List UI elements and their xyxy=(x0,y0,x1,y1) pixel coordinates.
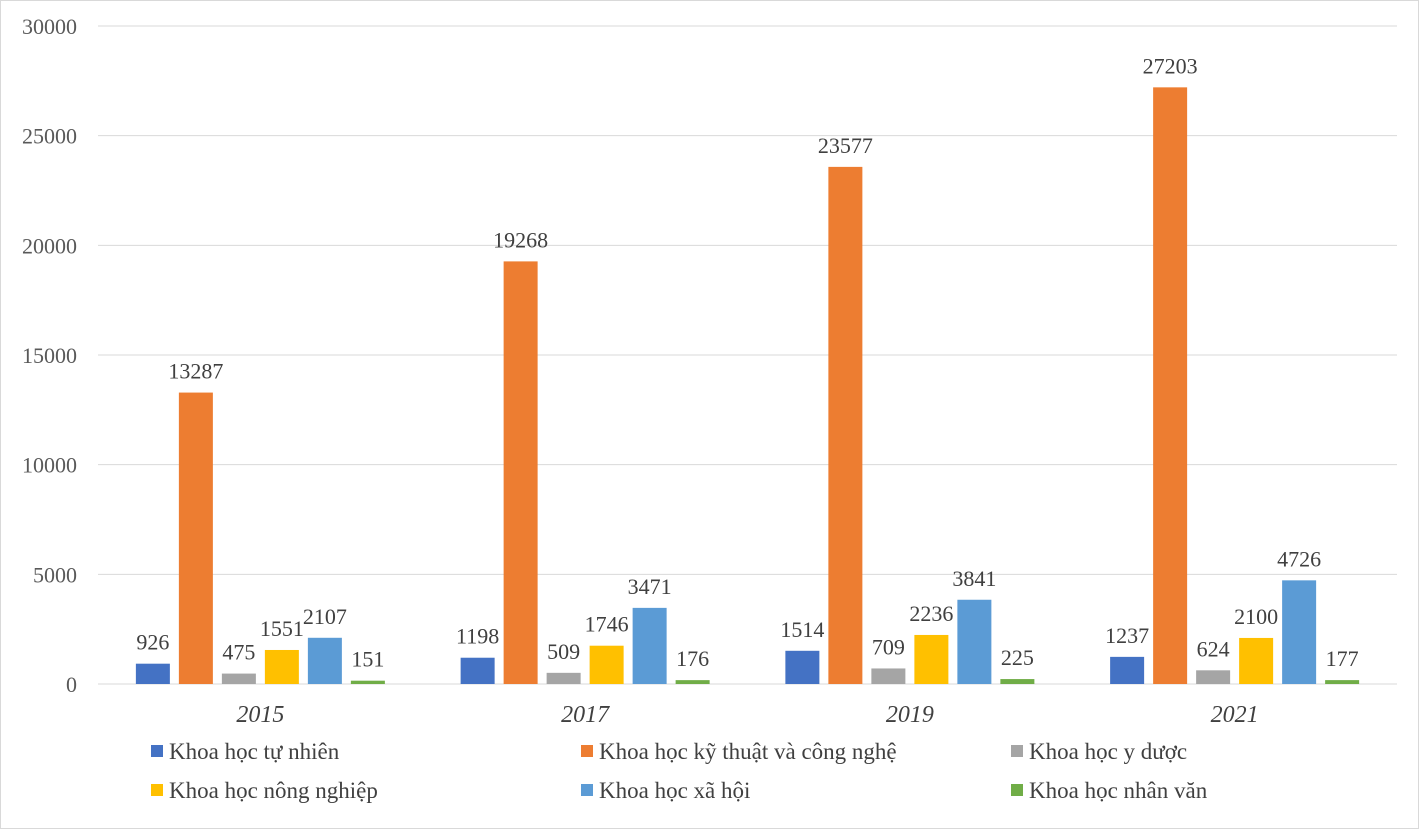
data-label: 1746 xyxy=(585,612,629,637)
x-category-label: 2019 xyxy=(886,702,934,728)
bar xyxy=(785,650,820,684)
data-label: 3841 xyxy=(952,566,996,591)
data-label: 2236 xyxy=(909,601,953,626)
data-label: 709 xyxy=(872,634,905,659)
bar xyxy=(503,261,538,684)
bar xyxy=(957,599,992,684)
x-category-label: 2021 xyxy=(1211,702,1259,728)
legend-item: Khoa học nhân văn xyxy=(1011,778,1208,803)
data-label: 4726 xyxy=(1277,546,1321,571)
legend-swatch xyxy=(1011,784,1023,796)
legend-swatch xyxy=(1011,745,1023,757)
legend-item: Khoa học nông nghiệp xyxy=(151,778,378,803)
data-label: 2107 xyxy=(303,604,347,629)
data-label: 1551 xyxy=(260,616,304,641)
data-label: 1198 xyxy=(456,624,499,649)
legend-item: Khoa học xã hội xyxy=(581,778,750,803)
data-label: 509 xyxy=(547,639,580,664)
data-label: 1514 xyxy=(780,617,824,642)
bar xyxy=(914,634,949,684)
legend-label: Khoa học xã hội xyxy=(599,778,750,803)
legend-label: Khoa học tự nhiên xyxy=(169,739,340,764)
gridlines xyxy=(98,25,1397,685)
data-label: 926 xyxy=(136,630,169,655)
bar xyxy=(1000,679,1035,684)
legend: Khoa học tự nhiên Khoa học kỹ thuật và cô… xyxy=(151,739,1208,803)
y-tick-label: 30000 xyxy=(22,14,77,39)
legend-swatch xyxy=(581,784,593,796)
y-tick-label: 5000 xyxy=(33,562,77,587)
legend-label: Khoa học kỹ thuật và công nghệ xyxy=(599,739,897,764)
y-tick-label: 10000 xyxy=(22,453,77,478)
x-category-label: 2017 xyxy=(561,702,610,728)
bar xyxy=(1325,680,1360,684)
bar xyxy=(632,607,667,684)
data-label: 27203 xyxy=(1143,53,1198,78)
data-label: 225 xyxy=(1001,645,1034,670)
bars xyxy=(135,87,1360,684)
bar xyxy=(1282,580,1317,684)
data-label: 19268 xyxy=(493,227,548,252)
bar xyxy=(1110,656,1145,684)
y-axis-ticks: 0 5000 10000 15000 20000 25000 30000 xyxy=(22,14,77,697)
bar xyxy=(1153,87,1188,684)
data-label: 176 xyxy=(676,646,709,671)
bar xyxy=(871,668,906,684)
data-label: 475 xyxy=(222,640,255,665)
bar xyxy=(546,672,581,684)
y-tick-label: 0 xyxy=(66,672,77,697)
x-category-label: 2015 xyxy=(236,702,284,728)
legend-item: Khoa học y dược xyxy=(1011,739,1187,764)
data-label: 3471 xyxy=(628,574,672,599)
data-label: 624 xyxy=(1197,636,1230,661)
bar xyxy=(828,166,863,684)
bar xyxy=(221,673,256,684)
data-label: 23577 xyxy=(818,133,873,158)
legend-item: Khoa học kỹ thuật và công nghệ xyxy=(581,739,897,764)
data-label: 151 xyxy=(351,647,384,672)
x-axis-categories: 2015 2017 2019 2021 xyxy=(236,702,1258,728)
bar xyxy=(1239,637,1274,684)
legend-label: Khoa học y dược xyxy=(1029,739,1187,764)
bar xyxy=(350,680,385,684)
bar xyxy=(589,645,624,684)
bar xyxy=(178,392,213,684)
bar xyxy=(264,649,299,684)
y-tick-label: 25000 xyxy=(22,124,77,149)
legend-item: Khoa học tự nhiên xyxy=(151,739,340,764)
legend-label: Khoa học nông nghiệp xyxy=(169,778,378,803)
data-label: 1237 xyxy=(1105,623,1149,648)
legend-label: Khoa học nhân văn xyxy=(1029,778,1208,803)
data-label: 13287 xyxy=(168,359,223,384)
y-tick-label: 20000 xyxy=(22,233,77,258)
bar xyxy=(675,680,710,684)
bar xyxy=(135,663,170,684)
bar xyxy=(307,637,342,684)
bar xyxy=(460,657,495,684)
y-tick-label: 15000 xyxy=(22,343,77,368)
data-label: 2100 xyxy=(1234,604,1278,629)
legend-swatch xyxy=(581,745,593,757)
data-label: 177 xyxy=(1326,646,1359,671)
bar xyxy=(1196,670,1231,684)
legend-swatch xyxy=(151,784,163,796)
legend-swatch xyxy=(151,745,163,757)
